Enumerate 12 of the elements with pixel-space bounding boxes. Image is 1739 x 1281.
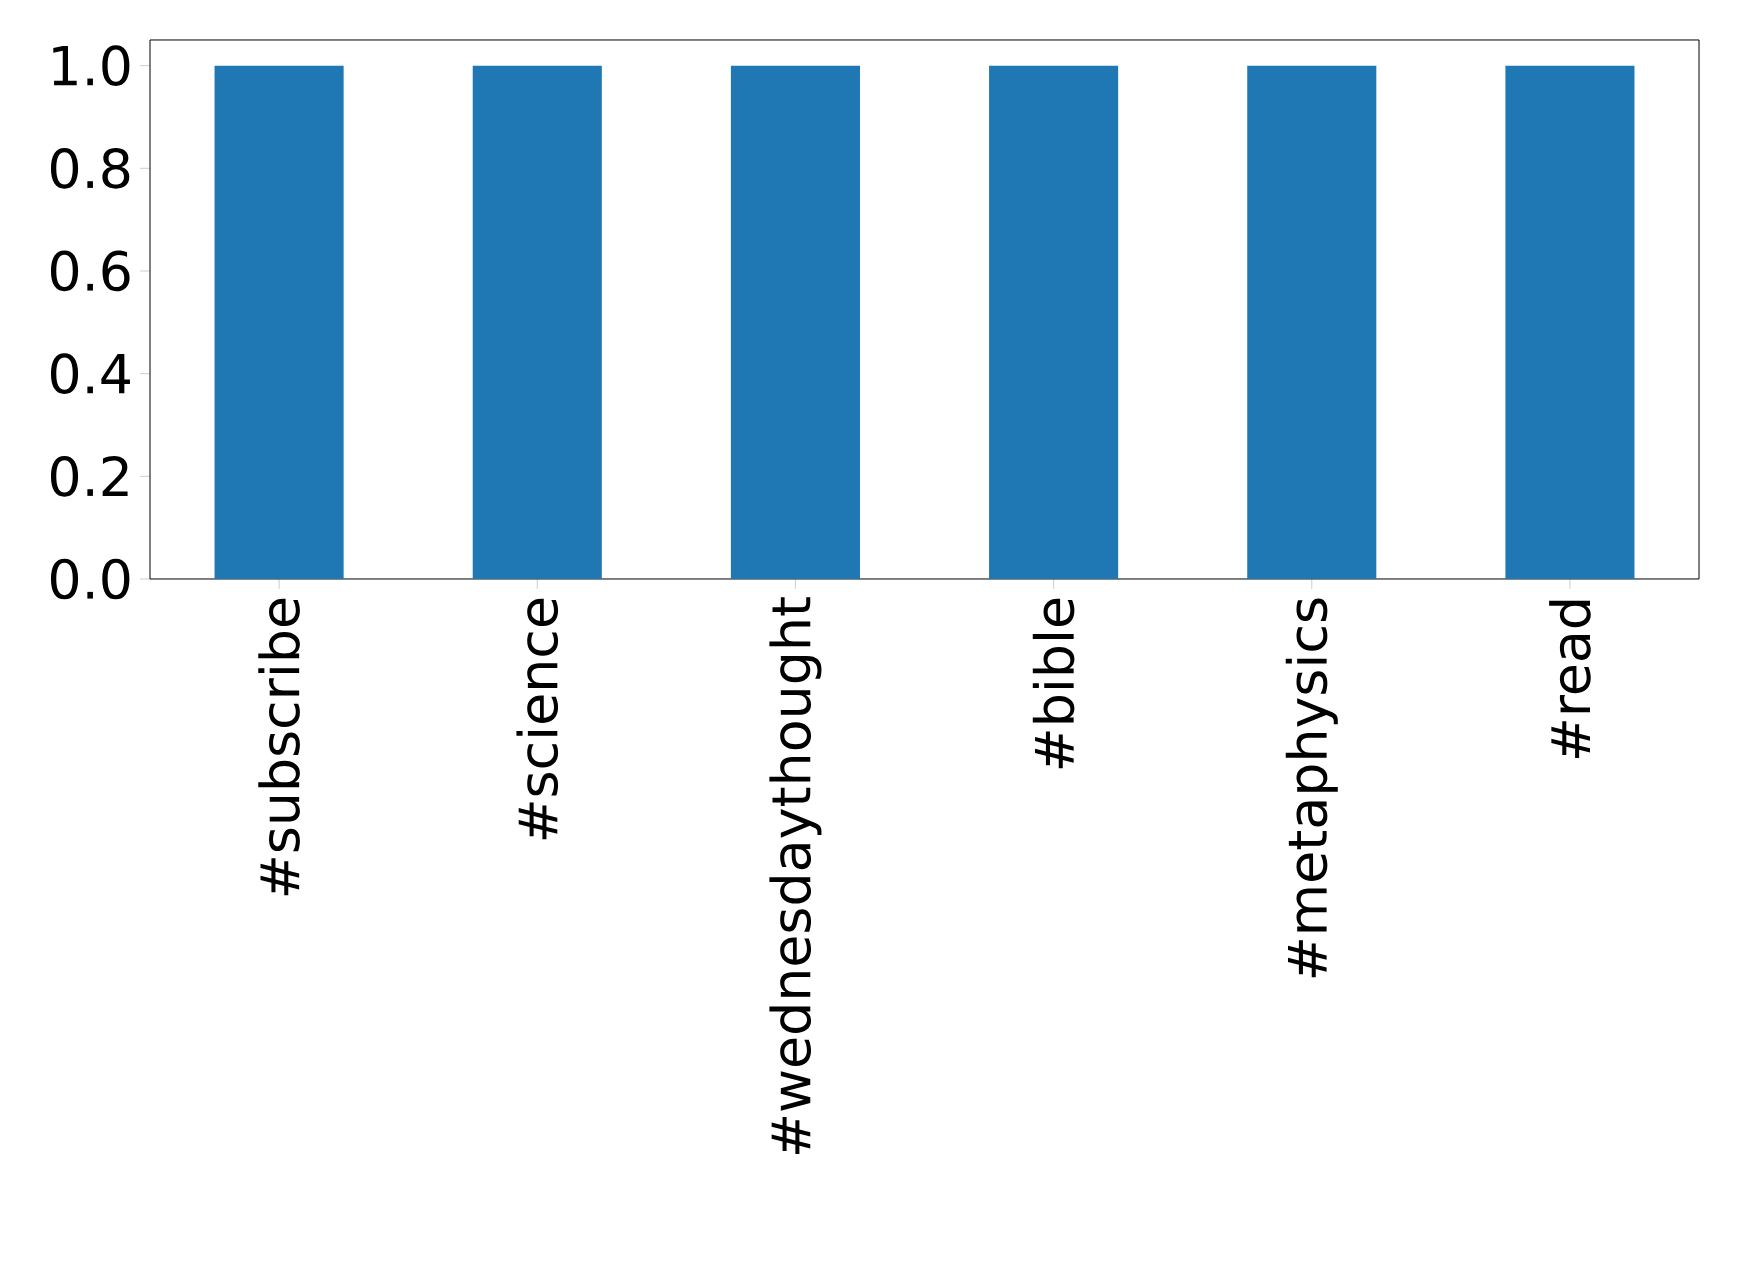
y-tick-label: 0.8: [50, 147, 130, 189]
y-tick-label: 0.2: [50, 455, 128, 497]
y-tick-label: 0.4: [50, 353, 130, 394]
x-tick-label: #metaphysics: [1285, 598, 1338, 978]
x-tick-label: #read: [1549, 600, 1591, 759]
y-tick-label: 0.6: [50, 250, 130, 292]
y-tick-label: 0.0: [50, 558, 130, 600]
x-tick-label: #wednesdaythought: [769, 597, 822, 1154]
x-tick-label: #bible: [1032, 598, 1075, 769]
x-tick-label: #subscribe: [258, 598, 300, 896]
x-tick-label: #science: [516, 598, 559, 840]
y-tick-label: 1.0: [53, 45, 130, 86]
